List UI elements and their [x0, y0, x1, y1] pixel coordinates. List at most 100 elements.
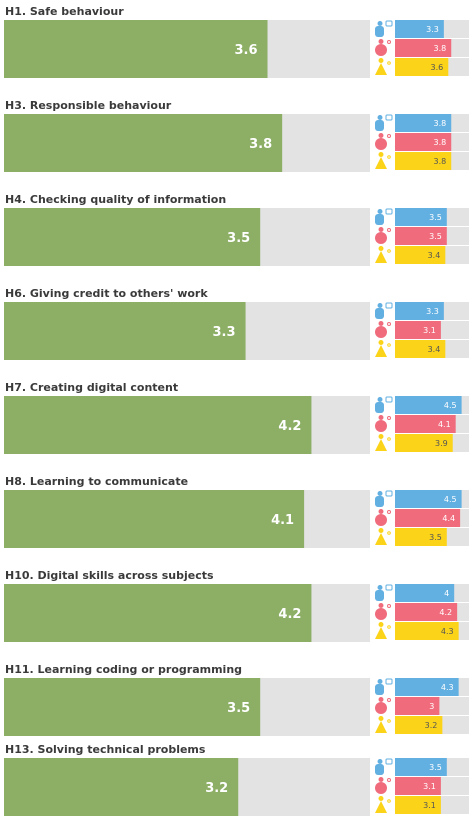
group-bar	[395, 340, 446, 358]
parent-icon	[375, 58, 391, 75]
main-bar	[4, 490, 305, 548]
group-bar	[395, 777, 441, 795]
main-bar	[4, 758, 239, 816]
competence-group: H10. Digital skills across subjects 4.2 4 4…	[4, 569, 469, 642]
group-bar-value: 3	[429, 702, 434, 711]
group-bar-value: 3.4	[428, 345, 441, 354]
group-bar	[395, 509, 461, 527]
group-title: H7. Creating digital content	[5, 381, 178, 394]
group-bar-value: 3.4	[428, 251, 441, 260]
student-icon	[375, 415, 391, 432]
group-bar-value: 3.5	[429, 213, 442, 222]
group-bar	[395, 227, 447, 245]
main-bar	[4, 114, 283, 172]
main-bar-value: 4.1	[271, 513, 294, 528]
group-bar-value: 3.1	[423, 801, 436, 810]
parent-icon	[375, 622, 391, 639]
parent-icon	[375, 340, 391, 357]
group-title: H10. Digital skills across subjects	[5, 569, 214, 582]
group-bar	[395, 528, 447, 546]
group-bar-value: 4.5	[444, 495, 457, 504]
group-bar	[395, 584, 455, 602]
teacher-icon	[375, 758, 393, 775]
group-bar-value: 4.3	[441, 627, 454, 636]
group-bar-value: 4.5	[444, 401, 457, 410]
group-bar-value: 3.8	[434, 157, 447, 166]
student-icon	[375, 39, 391, 56]
main-bar	[4, 678, 261, 736]
main-bar-value: 3.2	[205, 781, 228, 796]
main-bar-value: 3.5	[227, 231, 250, 246]
group-bar	[395, 20, 444, 38]
main-bar	[4, 302, 246, 360]
main-bar-value: 3.5	[227, 701, 250, 716]
competence-group: H4. Checking quality of information 3.5 3.…	[4, 193, 469, 266]
teacher-icon	[375, 490, 393, 507]
group-bar-value: 3.1	[423, 326, 436, 335]
main-bar-value: 3.3	[213, 325, 236, 340]
teacher-icon	[375, 584, 393, 601]
group-bar	[395, 302, 444, 320]
group-bar	[395, 39, 452, 57]
competence-group: H1. Safe behaviour 3.6 3.3 3.8 3.6	[4, 5, 469, 78]
group-bar	[395, 603, 458, 621]
main-bar-value: 3.8	[249, 137, 272, 152]
group-bar-value: 4.3	[441, 683, 454, 692]
competence-group: H6. Giving credit to others' work 3.3 3.3 3…	[4, 287, 469, 360]
group-title: H4. Checking quality of information	[5, 193, 226, 206]
parent-icon	[375, 246, 391, 263]
competence-group: H11. Learning coding or programming 3.5 4.…	[4, 663, 469, 736]
group-bar-value: 3.1	[423, 782, 436, 791]
competence-group: H7. Creating digital content 4.2 4.5 4.1 3.9	[4, 381, 469, 454]
group-bar-value: 3.6	[431, 63, 444, 72]
main-bar	[4, 20, 268, 78]
main-bar	[4, 584, 312, 642]
group-bar-value: 3.5	[429, 533, 442, 542]
parent-icon	[375, 434, 391, 451]
main-bar-value: 4.2	[278, 419, 301, 434]
main-bar	[4, 208, 261, 266]
student-icon	[375, 133, 391, 150]
group-bar-value: 3.2	[425, 721, 438, 730]
group-bar	[395, 114, 452, 132]
group-bar	[395, 697, 440, 715]
group-title: H3. Responsible behaviour	[5, 99, 172, 112]
group-bar	[395, 415, 456, 433]
group-bar	[395, 133, 452, 151]
group-title: H1. Safe behaviour	[5, 5, 124, 18]
teacher-icon	[375, 208, 393, 225]
group-bar	[395, 396, 462, 414]
group-bar	[395, 622, 459, 640]
group-title: H11. Learning coding or programming	[5, 663, 242, 676]
teacher-icon	[375, 678, 393, 695]
group-bar	[395, 716, 443, 734]
group-bar	[395, 321, 441, 339]
group-bar-value: 4.1	[438, 420, 451, 429]
parent-icon	[375, 528, 391, 545]
student-icon	[375, 777, 391, 794]
group-bar	[395, 208, 447, 226]
group-bar	[395, 58, 449, 76]
group-bar-value: 4.4	[442, 514, 455, 523]
group-bar	[395, 796, 441, 814]
student-icon	[375, 227, 391, 244]
teacher-icon	[375, 396, 393, 413]
student-icon	[375, 603, 391, 620]
group-bar	[395, 490, 462, 508]
main-bar	[4, 396, 312, 454]
teacher-icon	[375, 20, 393, 37]
teacher-icon	[375, 114, 393, 131]
student-icon	[375, 321, 391, 338]
group-bar-value: 3.5	[429, 763, 442, 772]
group-title: H8. Learning to communicate	[5, 475, 188, 488]
group-title: H6. Giving credit to others' work	[5, 287, 208, 300]
group-bar-value: 3.5	[429, 232, 442, 241]
student-icon	[375, 697, 391, 714]
group-bar-value: 3.3	[426, 307, 439, 316]
group-title: H13. Solving technical problems	[5, 743, 206, 756]
competence-group: H8. Learning to communicate 4.1 4.5 4.4 3.5	[4, 475, 469, 548]
group-bar-value: 3.8	[434, 138, 447, 147]
group-bar	[395, 246, 446, 264]
group-bar-value: 3.8	[434, 44, 447, 53]
